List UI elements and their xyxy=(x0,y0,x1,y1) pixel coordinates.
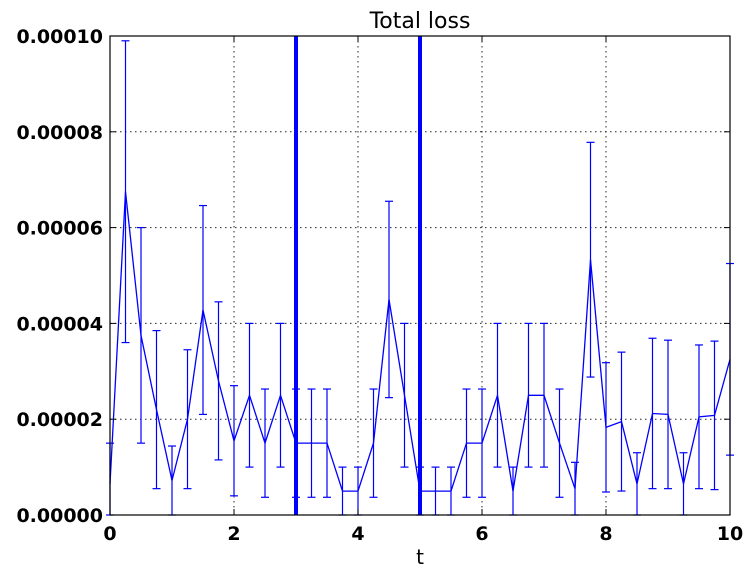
y-tick-label: 0.00008 xyxy=(16,122,103,144)
y-tick-label: 0.00006 xyxy=(16,218,103,240)
series-line xyxy=(109,191,731,492)
axes-frame xyxy=(109,35,731,516)
tick-labels: 0 2 4 6 8 10 0.00000 0.00002 0.00004 0.00006 0.000… xyxy=(16,26,743,545)
x-tick-label: 8 xyxy=(599,523,612,545)
y-tick-label: 0.00004 xyxy=(16,313,103,335)
x-tick-label: 0 xyxy=(103,523,116,545)
y-tick-label: 0.00010 xyxy=(16,26,103,48)
y-tick-label: 0.00000 xyxy=(16,505,103,527)
x-tick-label: 2 xyxy=(227,523,240,545)
x-tick-label: 10 xyxy=(717,523,743,545)
x-tick-label: 6 xyxy=(475,523,488,545)
y-tick-label: 0.00002 xyxy=(16,409,103,431)
x-tick-label: 4 xyxy=(351,523,364,545)
x-axis-label: t xyxy=(416,545,424,569)
tick-layer xyxy=(109,35,731,516)
chart-title: Total loss xyxy=(369,9,471,34)
series-layer xyxy=(109,191,731,492)
